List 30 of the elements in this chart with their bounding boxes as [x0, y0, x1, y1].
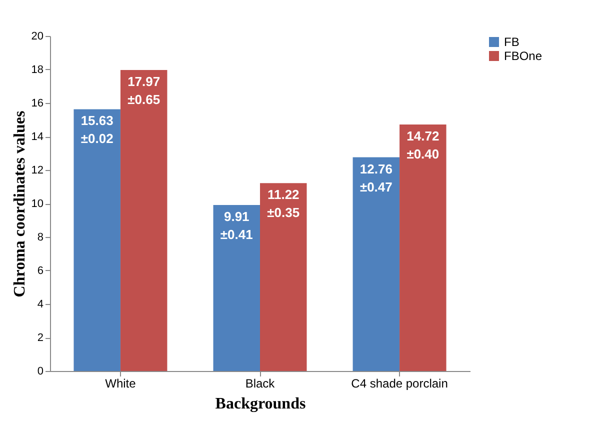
y-tick-label: 12 [31, 164, 44, 176]
y-tick-label: 2 [37, 332, 44, 344]
bar [74, 109, 120, 371]
bar [120, 70, 168, 371]
data-label: 12.76 ±0.47 [360, 161, 392, 194]
data-label: 15.63 ±0.02 [80, 113, 114, 146]
x-axis-title: Backgrounds [215, 396, 306, 412]
y-tick-label: 10 [31, 198, 44, 210]
x-tick-label: White [105, 376, 136, 390]
bar [260, 183, 307, 371]
legend-label: FBOne [504, 49, 542, 63]
bar [213, 205, 260, 371]
y-tick-label: 0 [37, 366, 44, 378]
x-tick-label: Black [245, 376, 276, 390]
y-tick-label: 20 [31, 30, 44, 42]
bar [400, 124, 446, 371]
x-tick-label: C4 shade porclain [351, 376, 448, 390]
y-tick-label: 16 [31, 98, 44, 110]
legend-label: FB [504, 35, 520, 49]
data-label: 9.91 ±0.41 [220, 209, 253, 242]
y-tick-label: 6 [37, 265, 44, 277]
y-tick-label: 18 [31, 64, 44, 76]
y-axis-title: Chroma coordinates values [11, 110, 28, 298]
y-tick-label: 14 [31, 131, 44, 143]
data-label: 11.22 ±0.35 [267, 187, 300, 220]
bar [352, 157, 400, 371]
data-label: 17.97 ±0.65 [128, 74, 160, 108]
data-label: 14.72 ±0.40 [406, 128, 440, 162]
y-tick-label: 8 [37, 232, 44, 244]
y-tick-label: 4 [37, 298, 44, 310]
